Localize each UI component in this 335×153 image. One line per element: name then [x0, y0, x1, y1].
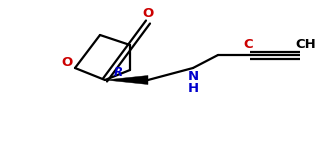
Text: N: N [188, 69, 199, 82]
Polygon shape [105, 75, 148, 84]
Text: C: C [243, 37, 253, 50]
Text: H: H [188, 82, 199, 95]
Text: R: R [114, 65, 123, 78]
Text: O: O [142, 6, 154, 19]
Text: CH: CH [295, 37, 316, 50]
Text: O: O [61, 56, 73, 69]
